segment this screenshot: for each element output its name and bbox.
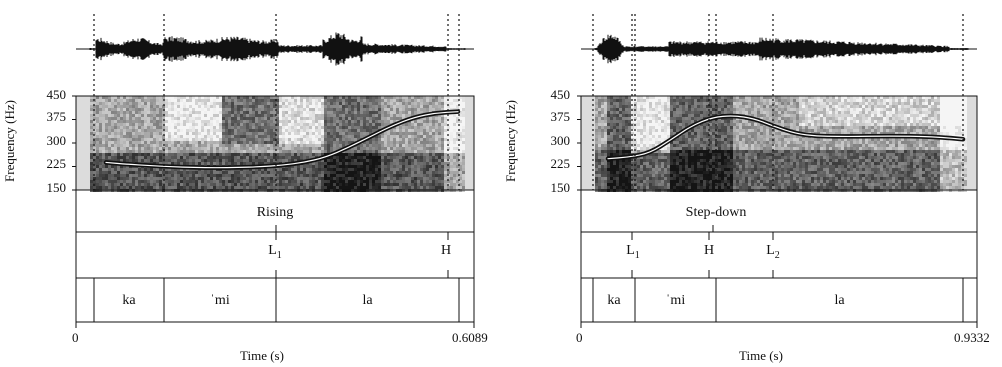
y-axis-label: Frequency (Hz): [1, 100, 17, 182]
syllable-mi: ˈmi: [210, 293, 230, 308]
stepdown-figure-svg: [577, 14, 978, 328]
tone-label-l2: L2: [766, 243, 780, 261]
y-tick-450: 450: [550, 87, 571, 102]
x-end-label: 0.9332: [954, 330, 990, 345]
y-tick-150: 150: [46, 180, 67, 195]
y-tick-225: 225: [550, 156, 571, 171]
x-axis-label: Time (s): [240, 348, 284, 363]
annotation-tier-1: [580, 189, 978, 233]
tone-label-l1: L1: [268, 243, 282, 261]
y-tick-225: 225: [46, 156, 67, 171]
y-tick-375: 375: [550, 109, 571, 124]
rising-figure-svg: [72, 14, 475, 328]
waveform: [594, 34, 969, 64]
y-tick-375: 375: [46, 109, 67, 124]
x-end-label: 0.6089: [452, 330, 488, 345]
syllable-ka: ka: [607, 293, 621, 308]
y-tick-300: 300: [550, 133, 571, 148]
spectrogram-texture: [90, 96, 465, 192]
x-start-label: 0: [576, 330, 583, 345]
syllable-mi: ˈmi: [665, 293, 686, 308]
tone-label-h: H: [440, 243, 452, 258]
tone-label-h: H: [703, 243, 715, 258]
x-start-label: 0: [72, 330, 79, 345]
contour-label: Step-down: [685, 205, 747, 220]
waveform: [89, 32, 466, 66]
pitch-contour: [105, 111, 459, 169]
syllable-ka: ka: [122, 293, 136, 308]
tone-label-l1: L1: [626, 243, 640, 261]
contour-label: Rising: [256, 205, 294, 220]
y-tick-150: 150: [550, 180, 571, 195]
syllable-la: la: [834, 293, 845, 308]
spectrogram-texture: [595, 96, 967, 192]
panel-stepdown: Frequency (Hz) 450 375 300 225 150 Step-…: [501, 0, 1002, 367]
panel-rising: Frequency (Hz) 450 375 300 225 150 Risin…: [0, 0, 500, 367]
y-tick-450: 450: [46, 87, 67, 102]
syllable-la: la: [362, 293, 373, 308]
y-axis-label: Frequency (Hz): [502, 100, 518, 182]
x-axis-label: Time (s): [739, 348, 783, 363]
pitch-contour: [607, 115, 964, 160]
y-tick-300: 300: [46, 133, 67, 148]
